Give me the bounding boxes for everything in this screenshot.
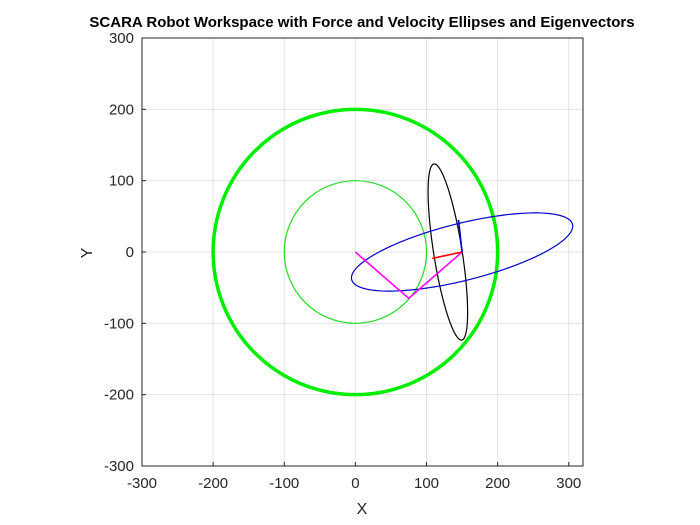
x-tick-label: -200: [198, 475, 228, 492]
velocity-eigenvector: [457, 219, 463, 253]
x-axis-label: X: [357, 501, 368, 518]
y-tick-label: 0: [126, 244, 134, 261]
plot-frame: [141, 37, 584, 467]
y-tick-label: -300: [104, 458, 134, 475]
y-tick-labels: -300 -200 -100 0 100 200 300: [104, 30, 134, 475]
x-tick-label: 0: [351, 475, 359, 492]
chart-title: SCARA Robot Workspace with Force and Vel…: [89, 14, 634, 31]
y-tick-label: 300: [109, 30, 134, 47]
outer-workspace-circle: [211, 107, 500, 397]
x-tick-label: -300: [127, 475, 157, 492]
x-tick-label: -100: [269, 475, 299, 492]
y-tick-label: 200: [109, 101, 134, 118]
velocity-ellipse: [350, 212, 574, 292]
plot-curves: [211, 107, 574, 397]
y-tick-label: 100: [109, 173, 134, 190]
force-eigenvector: [432, 251, 463, 260]
y-tick-label: -100: [104, 315, 134, 332]
force-ellipse: [427, 163, 469, 341]
robot-arm-links: [354, 251, 463, 300]
y-tick-label: -200: [104, 387, 134, 404]
y-axis-label: Y: [79, 247, 96, 258]
inner-workspace-circle: [283, 180, 428, 324]
x-tick-labels: -300 -200 -100 0 100 200 300: [127, 475, 581, 492]
x-tick-label: 300: [556, 475, 581, 492]
x-tick-label: 200: [485, 475, 510, 492]
x-tick-label: 100: [414, 475, 439, 492]
